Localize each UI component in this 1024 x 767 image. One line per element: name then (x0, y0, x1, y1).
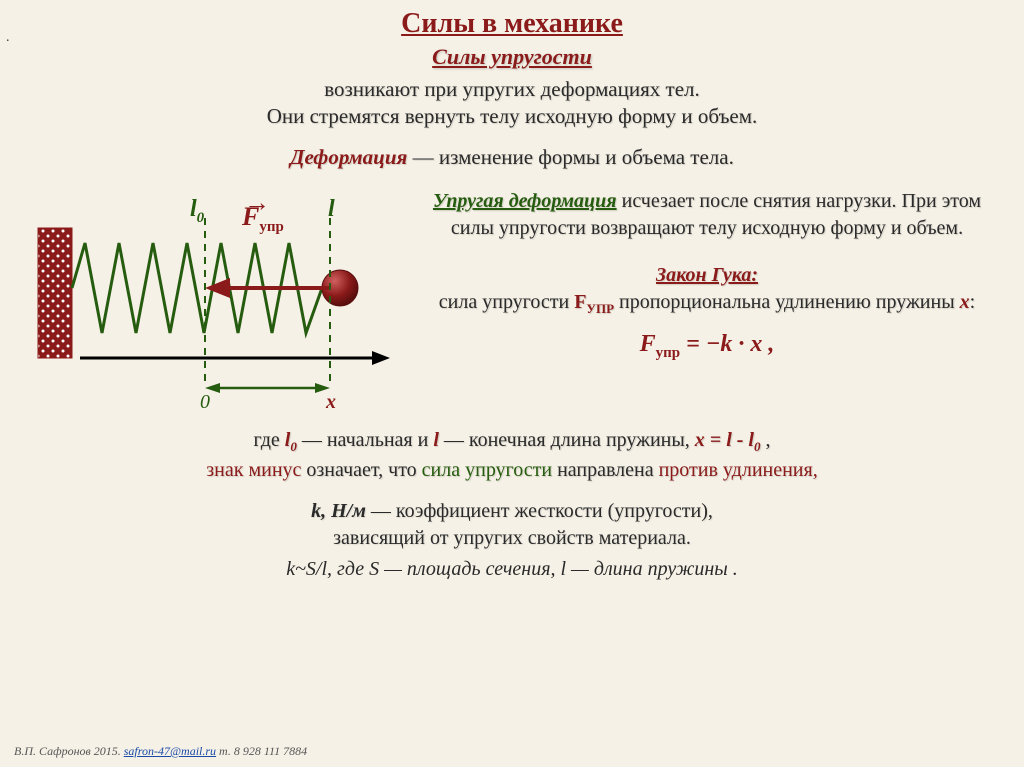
l-label: l (328, 196, 335, 223)
force-label: →Fупр (242, 202, 284, 236)
subtitle: Силы упругости (30, 44, 994, 70)
intro-span: возникают при упругих деформациях тел. О… (267, 77, 758, 128)
hooke-title: Закон Гука: (420, 264, 994, 287)
hooke-formula: Fупр = −k · x , (420, 331, 994, 362)
k-sl-relation: k~S/l, где S — площадь сечения, l — длин… (30, 558, 994, 581)
deformation-rest: — изменение формы и объема тела. (407, 145, 733, 169)
l0-label: l0 (190, 196, 204, 227)
k-definition: k, Н/м — коэффициент жесткости (упругост… (30, 498, 994, 552)
x-label: x (326, 391, 336, 414)
deformation-term: Деформация (290, 145, 407, 169)
deformation-def: Деформация — изменение формы и объема те… (30, 145, 994, 170)
page-title: Силы в механике (30, 8, 994, 40)
intro-text: возникают при упругих деформациях тел. О… (30, 76, 994, 131)
where-block: где l0 — начальная и l — конечная длина … (30, 426, 994, 484)
footer-phone: т. 8 928 111 7884 (216, 744, 307, 758)
elastic-term: Упругая деформация (433, 190, 617, 212)
footer: В.П. Сафронов 2015. safron-47@mail.ru т.… (14, 744, 307, 759)
footer-author: В.П. Сафронов 2015. (14, 744, 124, 758)
zero-label: 0 (200, 391, 210, 414)
elastic-def: Упругая деформация исчезает после снятия… (420, 188, 994, 242)
footer-email-link[interactable]: safron-47@mail.ru (124, 744, 216, 758)
spring-diagram: l0 l →Fупр 0 x (30, 188, 400, 418)
dot: . (6, 30, 10, 46)
hooke-text: сила упругости FУПР пропорциональна удли… (420, 289, 994, 318)
